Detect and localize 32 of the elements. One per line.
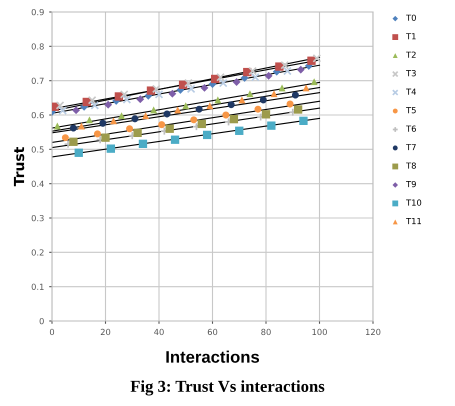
legend-label: T10 <box>406 199 422 206</box>
y-axis-title: Trust <box>14 147 24 186</box>
y-tick-label: 0.9 <box>32 8 44 16</box>
y-tick-label: 0.6 <box>32 112 44 118</box>
x-tick-label: 80 <box>261 328 271 336</box>
legend-label: T9 <box>406 180 416 188</box>
y-tick-label: 0.3 <box>32 214 44 222</box>
y-tick-label: 0.2 <box>32 249 44 256</box>
x-tick-label: 60 <box>208 328 218 336</box>
legend-label: T0 <box>406 14 416 21</box>
legend-label: T1 <box>406 33 416 40</box>
x-tick-label: 20 <box>100 328 110 336</box>
legend-label: T8 <box>406 162 416 169</box>
x-tick-label: 100 <box>312 328 327 336</box>
legend-label: T2 <box>406 52 416 58</box>
legend-label: T5 <box>406 107 416 114</box>
legend-label: T3 <box>406 70 416 76</box>
text: Fig 3: Trust Vs interactions <box>130 380 324 396</box>
legend-label: T4 <box>406 88 416 95</box>
x-axis-title: Interactions <box>166 350 260 363</box>
x-tick-label: 40 <box>154 328 164 336</box>
y-tick-label: 0 <box>40 318 44 324</box>
legend-label: T6 <box>406 126 416 132</box>
y-tick-label: 0.1 <box>32 284 44 290</box>
legend-label: T11 <box>406 218 422 224</box>
y-tick-label: 0.5 <box>32 146 44 153</box>
y-tick-label: 0.8 <box>32 43 44 50</box>
x-tick-label: 120 <box>366 328 380 336</box>
x-tick-label: 0 <box>50 328 54 336</box>
y-tick-label: 0.4 <box>32 180 44 187</box>
legend-label: T7 <box>406 144 416 150</box>
y-tick-label: 0.7 <box>32 78 44 84</box>
